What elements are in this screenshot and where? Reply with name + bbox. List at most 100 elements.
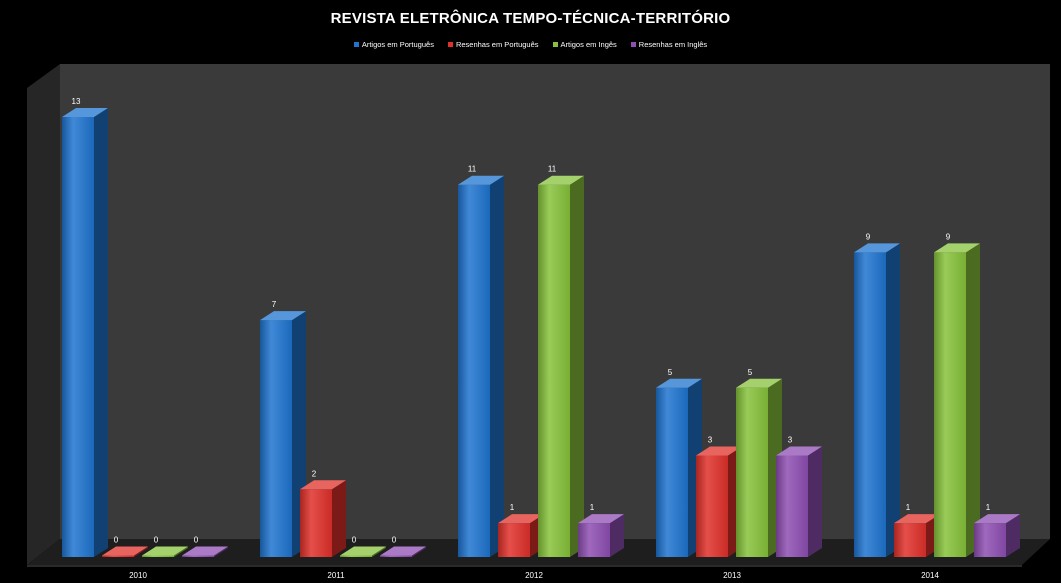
bar-front (62, 117, 94, 557)
bar-top (498, 514, 544, 524)
legend: Artigos em Português Resenhas em Portugu… (0, 40, 1061, 49)
legend-item-artigos-portugues: Artigos em Português (353, 40, 434, 49)
bar-side (332, 480, 346, 557)
legend-item-artigos-ingles: Artigos em Ingês (552, 40, 617, 49)
bar (498, 514, 544, 557)
bar (578, 514, 624, 557)
bar-front (934, 252, 966, 557)
bar-front (142, 555, 174, 557)
legend-label: Artigos em Português (361, 40, 434, 49)
legend-swatch (630, 42, 636, 47)
bar-front (260, 320, 292, 557)
bar-top (776, 446, 822, 456)
legend-swatch (353, 42, 359, 47)
bar-side (412, 546, 426, 557)
chart-title: REVISTA ELETRÔNICA TEMPO-TÉCNICA-TERRITÓ… (330, 10, 731, 27)
bar (736, 378, 782, 557)
legend-label: Artigos em Ingês (560, 40, 617, 49)
bar-top (300, 480, 346, 490)
bar (300, 480, 346, 557)
bar-side (490, 175, 504, 557)
x-tick-label: 2013 (723, 571, 741, 580)
bar-side (214, 546, 228, 557)
bar-side (570, 175, 584, 557)
data-label: 3 (708, 435, 713, 444)
bar-top (974, 514, 1020, 524)
data-label: 0 (114, 536, 119, 545)
bar-top (458, 175, 504, 185)
bar-top (142, 546, 188, 556)
data-label: 1 (986, 503, 991, 512)
data-label: 0 (352, 536, 357, 545)
bar-front (894, 523, 926, 557)
bar-front (696, 455, 728, 557)
data-label: 0 (194, 536, 199, 545)
bar (380, 546, 426, 557)
data-label: 2 (312, 469, 317, 478)
bar-top (260, 311, 306, 321)
bar-front (974, 523, 1006, 557)
bar-front (498, 523, 530, 557)
bar (260, 311, 306, 557)
bar-top (934, 243, 980, 253)
legend-swatch (552, 42, 558, 47)
x-tick-label: 2010 (129, 571, 147, 580)
legend-item-resenhas-ingles: Resenhas em Inglês (630, 40, 708, 49)
bar-front (656, 387, 688, 557)
data-label: 9 (946, 232, 951, 241)
x-tick-label: 2011 (327, 571, 345, 580)
bar-side (94, 108, 108, 557)
bar (340, 546, 386, 557)
bar-top (696, 446, 742, 456)
bar (102, 546, 148, 557)
bar-side (174, 546, 188, 557)
bar (142, 546, 188, 557)
bar-top (182, 546, 228, 556)
bar-top (538, 175, 584, 185)
data-label: 5 (748, 368, 753, 377)
bar-side (372, 546, 386, 557)
bar-front (538, 184, 570, 557)
bar-top (894, 514, 940, 524)
bar-front (102, 555, 134, 557)
data-label: 11 (548, 165, 557, 174)
data-label: 0 (154, 536, 159, 545)
bar-front (380, 555, 412, 557)
bar-top (656, 378, 702, 388)
bar-top (736, 378, 782, 388)
bar (894, 514, 940, 557)
bar-front (340, 555, 372, 557)
bar (696, 446, 742, 557)
bar-top (62, 108, 108, 117)
data-label: 5 (668, 368, 673, 377)
bar (934, 243, 980, 557)
data-label: 1 (906, 503, 911, 512)
bar (62, 108, 108, 557)
bar-front (578, 523, 610, 557)
bar-top (102, 546, 148, 556)
bar-front (776, 455, 808, 557)
bar (776, 446, 822, 557)
bar (458, 175, 504, 557)
bar-top (380, 546, 426, 556)
legend-label: Resenhas em Português (455, 40, 539, 49)
legend-swatch (447, 42, 453, 47)
bar-top (854, 243, 900, 253)
bar-front (300, 489, 332, 557)
data-label: 9 (866, 232, 871, 241)
bar (854, 243, 900, 557)
data-label: 1 (510, 503, 515, 512)
data-label: 11 (468, 165, 477, 174)
data-label: 7 (272, 300, 277, 309)
data-label: 0 (392, 536, 397, 545)
bar-side (966, 243, 980, 557)
legend-item-resenhas-portugues: Resenhas em Português (447, 40, 539, 49)
bar-front (458, 184, 490, 557)
legend-label: Resenhas em Inglês (638, 40, 708, 49)
bar-side (808, 446, 822, 557)
data-label: 13 (72, 97, 81, 106)
bar (656, 378, 702, 557)
side-wall (27, 64, 60, 565)
